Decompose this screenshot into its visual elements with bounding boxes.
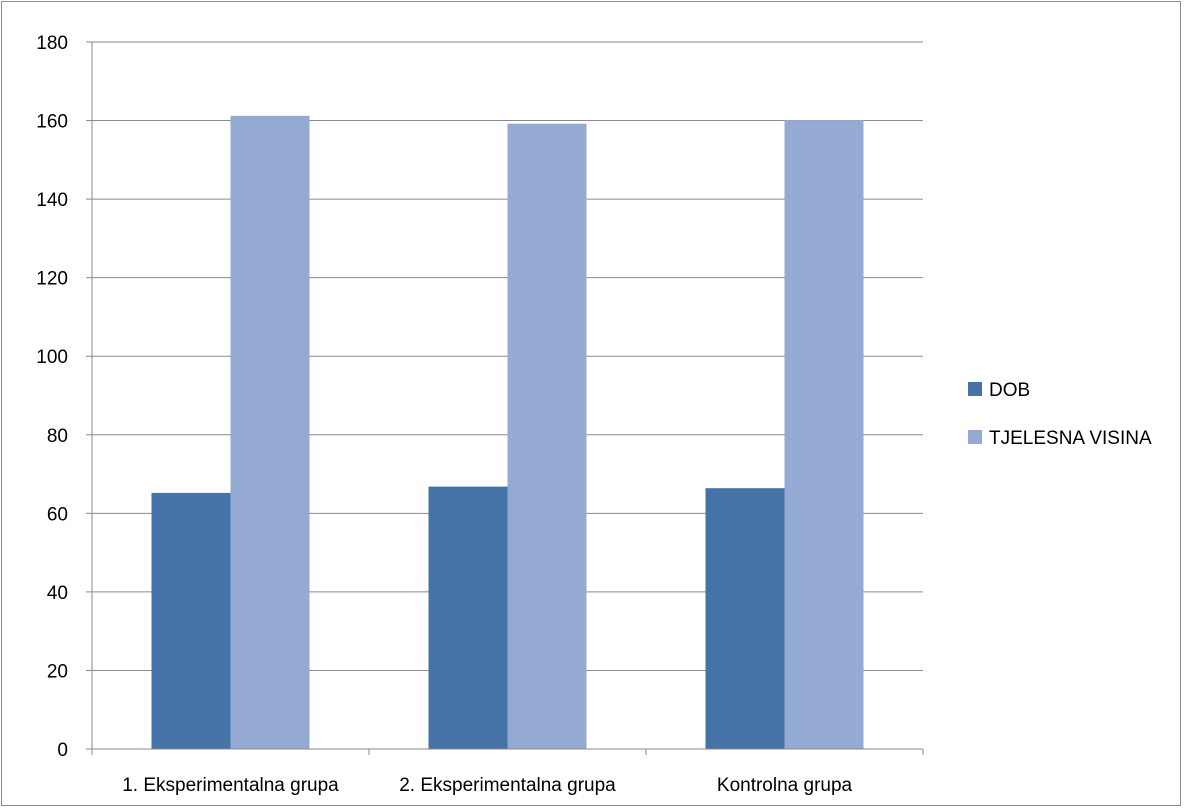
bar-tjelesna-visina-3 <box>784 120 864 749</box>
legend-swatch <box>968 430 982 444</box>
x-tick-label: Kontrolna grupa <box>717 775 853 796</box>
y-tick-label: 120 <box>36 269 68 290</box>
x-tick-label: 1. Eksperimentalna grupa <box>122 775 339 796</box>
bar-dob-3 <box>705 488 785 749</box>
y-tick-label: 20 <box>47 661 68 682</box>
bar-dob-2 <box>428 486 508 749</box>
legend-label: TJELESNA VISINA <box>989 428 1152 449</box>
y-tick-label: 100 <box>36 347 68 368</box>
x-tick-labels: 1. Eksperimentalna grupa 2. Eksperimental… <box>122 775 852 796</box>
bars <box>151 115 864 750</box>
y-tick-labels: 0 20 40 60 80 100 120 140 160 180 <box>36 33 68 761</box>
y-tick-label: 140 <box>36 190 68 211</box>
legend: DOB TJELESNA VISINA <box>968 380 1152 449</box>
bar-tjelesna-visina-1 <box>230 115 310 749</box>
y-tick-label: 80 <box>47 426 68 447</box>
y-tick-label: 60 <box>47 504 68 525</box>
bar-dob-1 <box>151 492 231 749</box>
y-tick-label: 160 <box>36 112 68 133</box>
y-tick-label: 0 <box>57 740 68 761</box>
axes <box>86 41 924 755</box>
legend-label: DOB <box>989 380 1030 401</box>
bar-tjelesna-visina-2 <box>507 123 587 750</box>
y-tick-label: 40 <box>47 583 68 604</box>
x-tick-label: 2. Eksperimentalna grupa <box>399 775 616 796</box>
legend-swatch <box>968 382 982 396</box>
y-tick-label: 180 <box>36 33 68 54</box>
